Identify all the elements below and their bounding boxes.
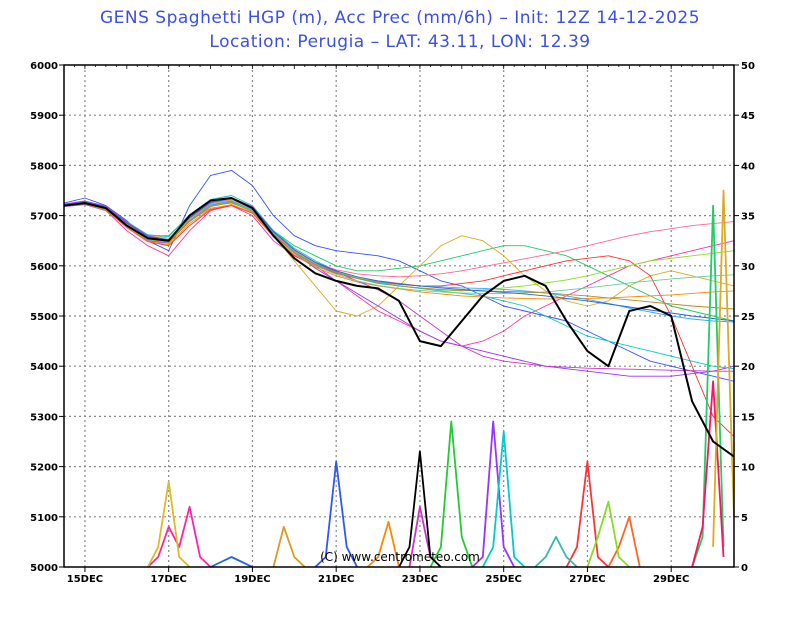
precip-member-lines: [147, 189, 735, 568]
x-tick-label: 17DEC: [150, 574, 186, 585]
hgp-member-line-2: [63, 202, 735, 347]
precip-member-line-14: [607, 515, 641, 568]
precip-member-line-3: [314, 460, 358, 568]
y-right-tick-label: 40: [741, 161, 755, 172]
y-left-tick-label: 5800: [30, 161, 58, 172]
precip-member-line-16: [210, 556, 253, 568]
precip-member-line-9: [691, 380, 725, 568]
x-tick-label: 21DEC: [318, 574, 354, 585]
x-axis: 15DEC 17DEC 19DEC 21DEC 23DEC 25DEC 27DEC 29DEC: [63, 65, 735, 585]
copyright-text: (C) www.centrometeo.com: [320, 550, 480, 564]
y-right-tick-label: 45: [741, 111, 755, 122]
y-left-tick-label: 6000: [30, 61, 58, 72]
precip-member-line-12: [534, 536, 578, 568]
y-right-tick-label: 5: [741, 513, 748, 524]
y-left-tick-label: 5700: [30, 212, 58, 223]
y-right-tick-label: 35: [741, 212, 755, 223]
y-right-tick-label: 10: [741, 463, 755, 474]
y-left-tick-label: 5600: [30, 262, 58, 273]
hgp-member-line-11: [63, 200, 735, 323]
x-tick-label: 15DEC: [67, 574, 103, 585]
y-right-tick-label: 30: [741, 262, 755, 273]
x-tick-label: 29DEC: [653, 574, 689, 585]
precip-member-line-1: [147, 505, 212, 568]
chart-title: GENS Spaghetti HGP (m), Acc Prec (mm/6h)…: [99, 8, 701, 28]
precip-member-line-15: [586, 500, 630, 568]
chart-subtitle: Location: Perugia – LAT: 43.11, LON: 12.…: [209, 32, 591, 52]
x-tick-label: 25DEC: [485, 574, 521, 585]
hgp-member-line-14: [63, 202, 735, 310]
y-left-tick-label: 5100: [30, 513, 58, 524]
precip-member-line-5: [471, 420, 515, 568]
y-left-tick-label: 5000: [30, 563, 58, 574]
y-right-tick-label: 0: [741, 563, 748, 574]
precip-member-line-6: [482, 430, 526, 568]
x-tick-label: 23DEC: [402, 574, 438, 585]
y-left-tick-label: 5500: [30, 312, 58, 323]
precip-member-line-2: [147, 480, 191, 568]
y-axis-left: 5000 5100 5200 5300 5400 5500 5600 5700 5800 5900…: [30, 61, 64, 574]
precip-member-line-11: [366, 520, 400, 568]
y-right-tick-label: 25: [741, 312, 755, 323]
x-tick-label: 27DEC: [569, 574, 605, 585]
y-left-tick-label: 5400: [30, 362, 58, 373]
y-right-tick-label: 50: [741, 61, 755, 72]
y-axis-right: 0 5 10 15 20 25 30 35 40 45 50: [734, 61, 755, 574]
hgp-member-line-7: [63, 203, 735, 437]
y-left-tick-label: 5200: [30, 463, 58, 474]
control-run: [63, 197, 735, 568]
y-left-tick-label: 5300: [30, 412, 58, 423]
precip-member-line-4: [429, 420, 474, 568]
y-right-tick-label: 15: [741, 412, 755, 423]
control-hgp-line: [63, 197, 735, 458]
x-tick-label: 19DEC: [234, 574, 270, 585]
y-right-tick-label: 20: [741, 362, 755, 373]
y-left-tick-label: 5900: [30, 111, 58, 122]
hgp-member-line-9: [63, 203, 735, 300]
precip-member-line-10: [712, 189, 735, 547]
precip-member-line-17: [272, 525, 306, 568]
control-precip-line: [398, 450, 442, 568]
precip-member-line-7: [565, 460, 610, 568]
